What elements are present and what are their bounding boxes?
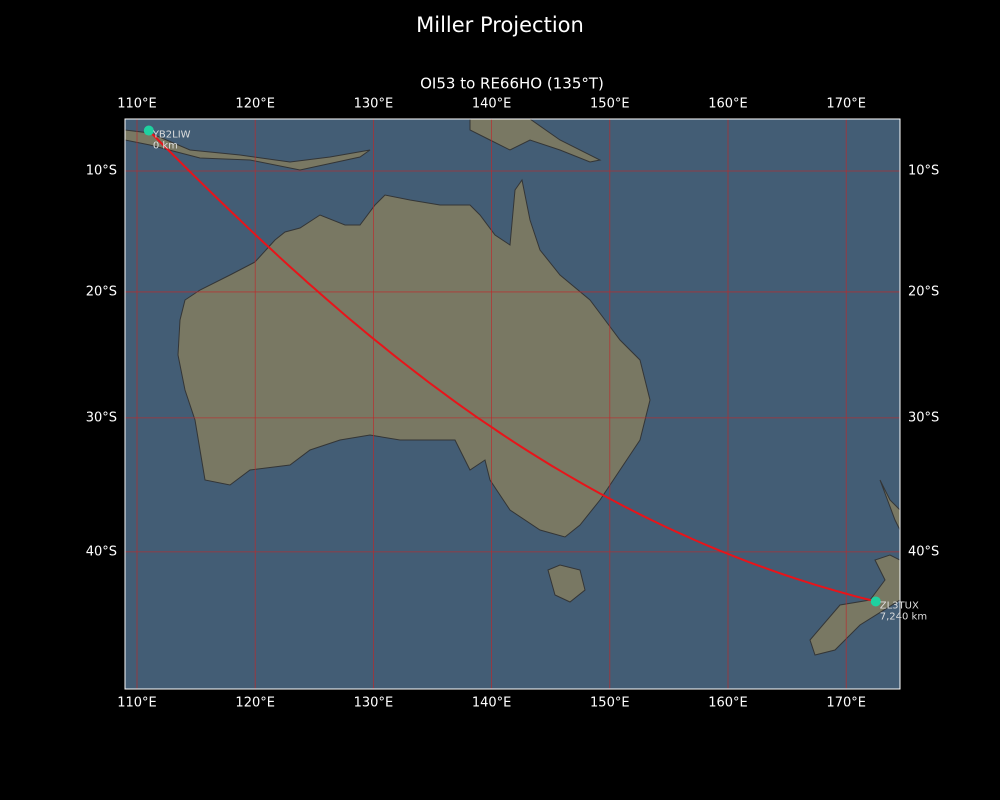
new-zealand-south (809, 554, 900, 656)
lat-label: 40°S (908, 544, 939, 559)
lon-label: 130°E (354, 696, 394, 711)
map-frame (124, 118, 901, 690)
route-line (148, 129, 877, 603)
australia (177, 178, 651, 538)
lat-label: 10°S (908, 164, 939, 179)
lat-label: 30°S (86, 410, 117, 425)
lon-label: 150°E (590, 97, 630, 112)
lon-label: 150°E (590, 696, 630, 711)
lon-label: 110°E (117, 97, 157, 112)
lon-label: 120°E (235, 97, 275, 112)
subtitle: OI53 to RE66HO (135°T) (420, 75, 604, 93)
indonesia (125, 129, 371, 171)
station-name: YB2LIW (152, 130, 191, 141)
title: Miller Projection (416, 13, 584, 37)
lat-label: 20°S (908, 284, 939, 299)
lon-label: 120°E (235, 696, 275, 711)
lon-label: 160°E (708, 696, 748, 711)
lat-label: 40°S (86, 544, 117, 559)
station-marker (870, 596, 881, 607)
lat-label: 30°S (908, 410, 939, 425)
station-marker (143, 125, 154, 136)
lon-label: 160°E (708, 97, 748, 112)
new-guinea (469, 119, 602, 163)
station-distance: 0 km (153, 141, 178, 152)
station-distance: 7,240 km (880, 611, 927, 622)
tasmania (547, 564, 586, 603)
lon-label: 130°E (354, 97, 394, 112)
lon-label: 110°E (117, 696, 157, 711)
station-name: ZL3TUX (880, 600, 919, 611)
lat-label: 20°S (86, 284, 117, 299)
lat-label: 10°S (86, 164, 117, 179)
lon-label: 140°E (472, 97, 512, 112)
lon-label: 170°E (826, 696, 866, 711)
map-area (125, 119, 900, 689)
new-zealand-north (879, 479, 900, 531)
lon-label: 140°E (472, 696, 512, 711)
lon-label: 170°E (826, 97, 866, 112)
